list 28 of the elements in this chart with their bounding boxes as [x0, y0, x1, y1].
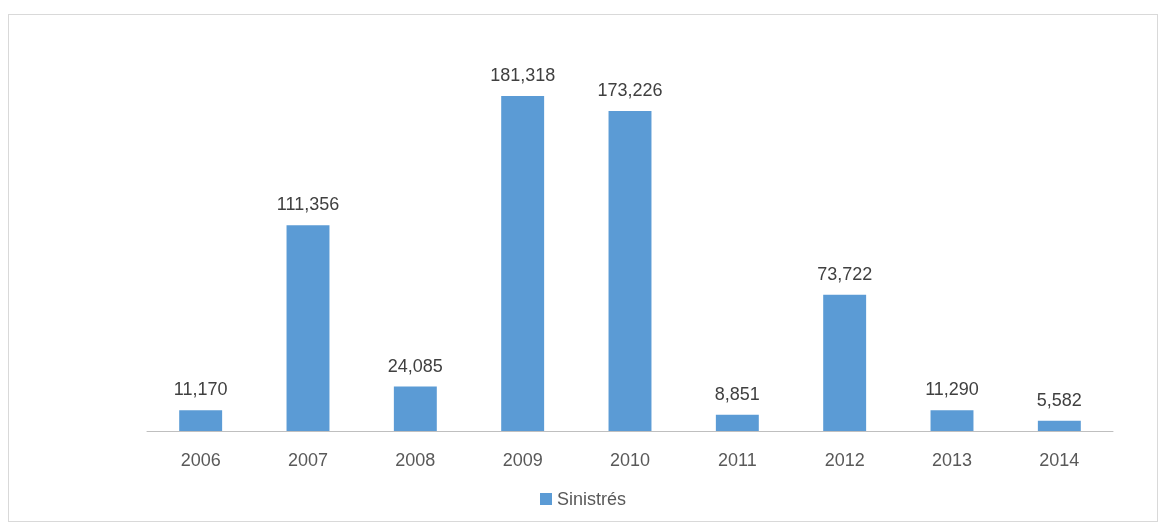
bar: [501, 95, 545, 431]
data-label: 5,582: [1036, 389, 1082, 410]
bar: [179, 410, 223, 431]
data-label: 24,085: [387, 355, 443, 376]
x-tick-label: 2007: [287, 450, 329, 470]
legend-label: Sinistrés: [556, 489, 627, 509]
x-tick-label: 2006: [180, 450, 221, 470]
bar: [393, 386, 437, 431]
data-label: 8,851: [714, 383, 760, 404]
data-label: 111,356: [276, 194, 340, 215]
x-tick-label: 2011: [717, 450, 757, 470]
bar: [823, 294, 867, 431]
bar: [715, 414, 759, 431]
x-tick-label: 2012: [824, 450, 865, 470]
bar: [608, 110, 652, 431]
data-label: 173,226: [597, 79, 663, 100]
bar: [930, 410, 974, 431]
data-label: 73,722: [817, 263, 873, 284]
data-label: 11,290: [925, 379, 979, 400]
x-tick-label: 2013: [931, 450, 973, 470]
x-tick-label: 2014: [1039, 450, 1080, 470]
bar: [286, 225, 330, 431]
data-label: 181,318: [490, 64, 556, 85]
x-tick-label: 2008: [395, 450, 436, 470]
data-label: 11,170: [173, 379, 228, 400]
bar: [1037, 420, 1081, 431]
x-tick-label: 2009: [502, 450, 543, 470]
x-tick-label: 2010: [609, 450, 651, 470]
